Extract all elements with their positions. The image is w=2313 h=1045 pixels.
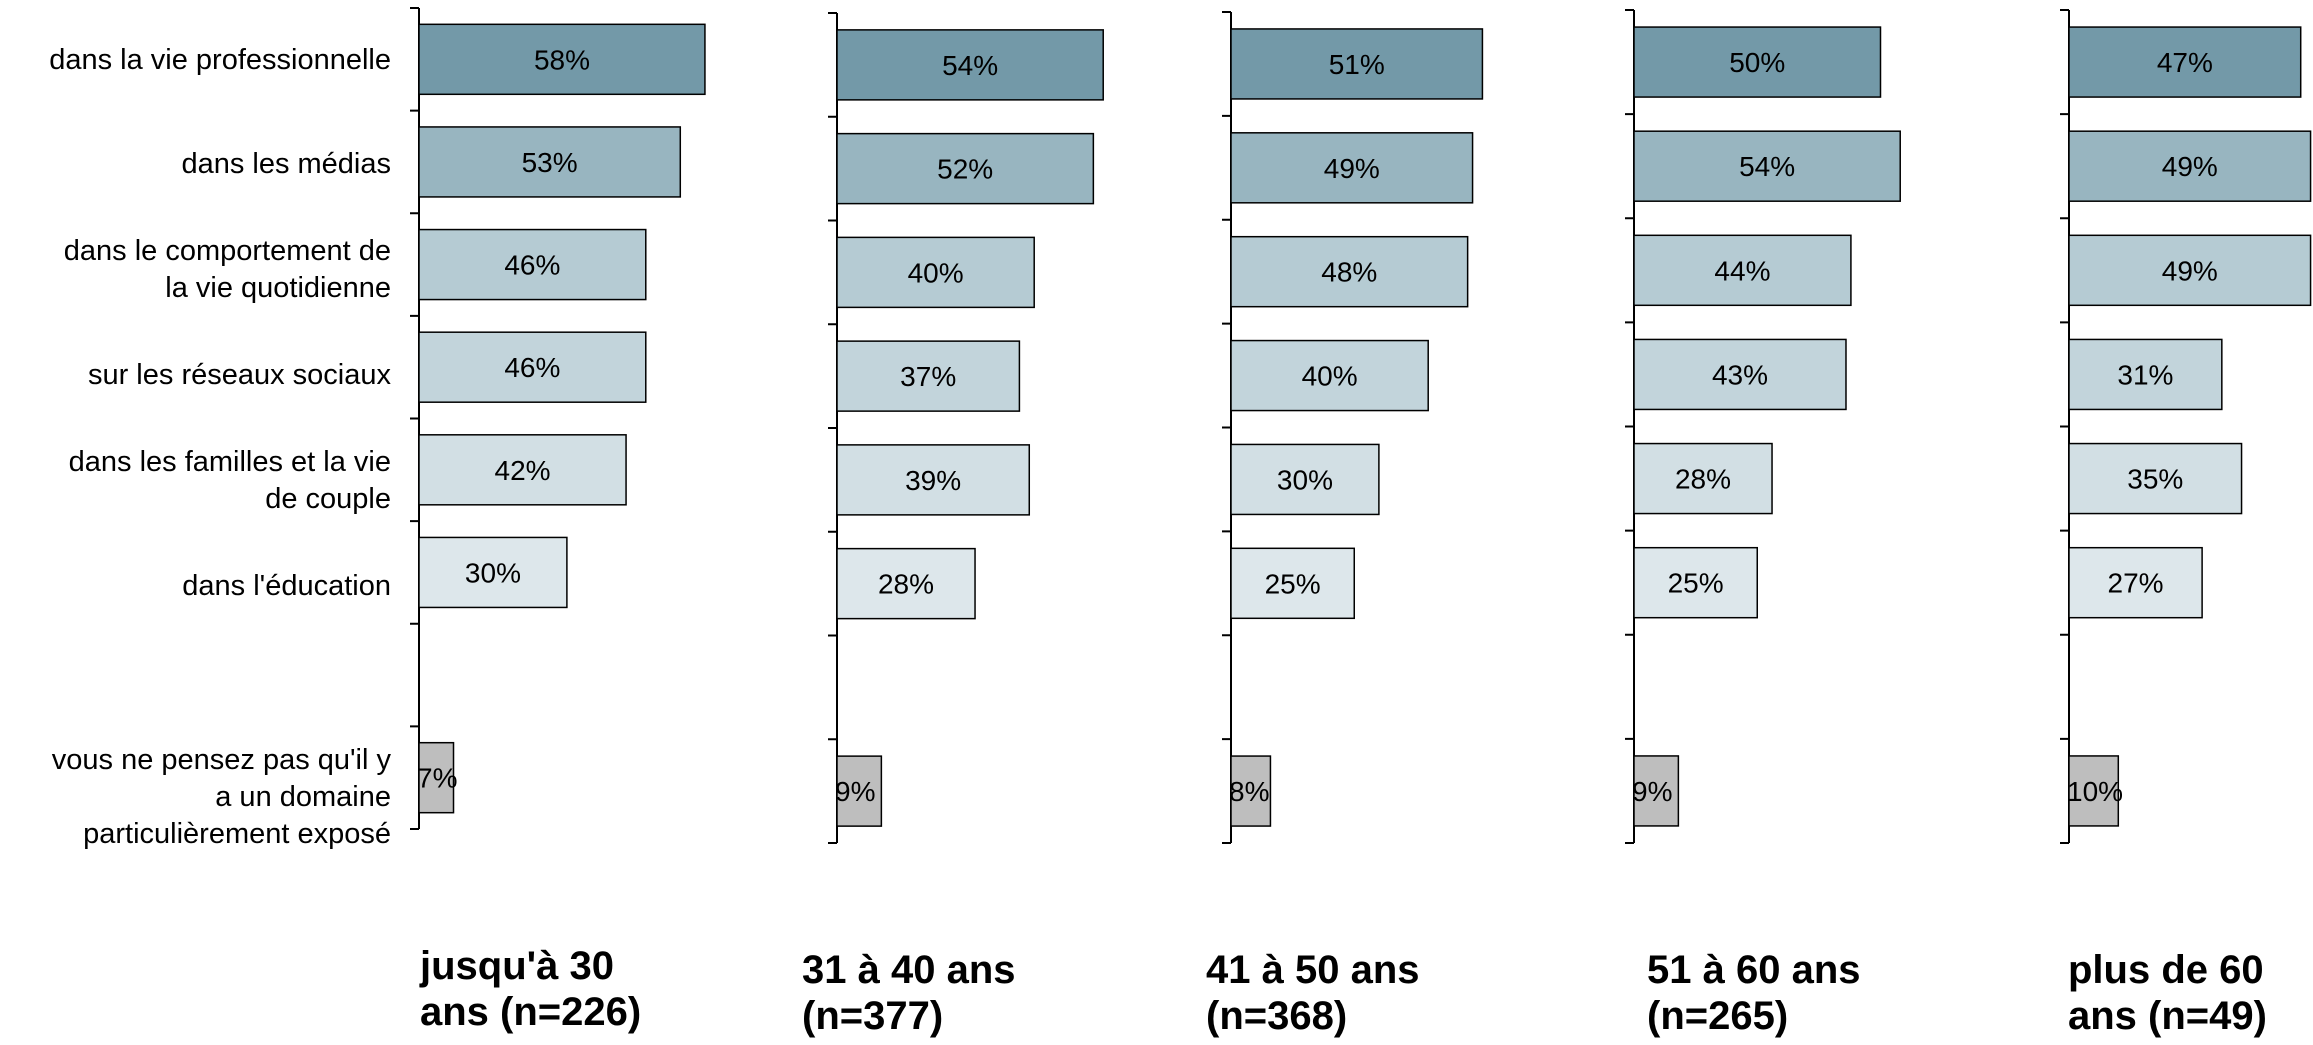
data-label: 28%: [1675, 464, 1731, 495]
category-label-social-networks: sur les réseaux sociaux: [87, 359, 391, 391]
bar: [1230, 235, 1469, 308]
bar: [1230, 755, 1272, 827]
data-label: 58%: [534, 44, 590, 75]
data-label: 49%: [2162, 151, 2218, 182]
data-label: 54%: [1739, 151, 1795, 182]
bar: [836, 132, 1095, 205]
bar: [418, 741, 455, 814]
bar: [1633, 130, 1901, 202]
bar: [1633, 234, 1852, 307]
data-label: 39%: [905, 465, 961, 496]
data-label: 49%: [2162, 255, 2218, 286]
bar: [2068, 234, 2312, 307]
data-label: 31%: [2117, 359, 2173, 390]
bar: [2068, 130, 2312, 202]
category-label-media: dans les médias: [181, 148, 391, 180]
data-label: 53%: [522, 147, 578, 178]
bar: [418, 126, 682, 198]
category-label-family: dans les familles et la vie de couple: [68, 446, 391, 515]
bar: [1633, 755, 1680, 827]
bar: [836, 755, 883, 827]
bar: [1230, 339, 1429, 412]
data-label: 46%: [504, 352, 560, 383]
bar: [1230, 132, 1474, 204]
panel-title-over-60: plus de 60 ans (n=49): [2068, 948, 2267, 1038]
bar: [836, 340, 1021, 412]
data-label: 7%: [417, 763, 457, 794]
bar: [418, 331, 647, 403]
data-label: 27%: [2108, 568, 2164, 599]
bar: [836, 547, 976, 620]
bar: [836, 29, 1104, 101]
category-label-professional: dans la vie professionnelle: [49, 44, 391, 76]
bar: [1230, 443, 1380, 516]
bar: [1633, 442, 1773, 515]
bar: [1633, 338, 1847, 411]
bar: [2068, 338, 2223, 411]
category-label-none: vous ne pensez pas qu'il y a un domaine …: [51, 744, 391, 850]
panel-title-51-60: 51 à 60 ans (n=265): [1647, 948, 1861, 1038]
data-label: 9%: [835, 776, 875, 807]
data-label: 9%: [1632, 776, 1672, 807]
bar: [418, 536, 568, 609]
data-label: 44%: [1714, 255, 1770, 286]
bar: [418, 228, 647, 301]
data-label: 40%: [908, 257, 964, 288]
panel-title-31-40: 31 à 40 ans (n=377): [802, 948, 1016, 1038]
data-label: 25%: [1668, 568, 1724, 599]
data-label: 42%: [495, 455, 551, 486]
bar: [1633, 546, 1758, 619]
data-label: 51%: [1329, 49, 1385, 80]
data-label: 46%: [504, 250, 560, 281]
bar: [836, 444, 1031, 516]
category-label-daily-life: dans le comportement de la vie quotidien…: [63, 235, 391, 304]
data-label: 30%: [1277, 464, 1333, 495]
bar: [418, 434, 627, 506]
bar: [836, 236, 1035, 309]
bar: [2068, 442, 2243, 515]
bar: [1230, 547, 1355, 620]
data-label: 50%: [1729, 47, 1785, 78]
data-label: 25%: [1265, 568, 1321, 599]
data-label: 10%: [2067, 776, 2123, 807]
bar: [1230, 28, 1484, 100]
category-label-education: dans l'éducation: [182, 570, 391, 602]
data-label: 54%: [942, 50, 998, 81]
data-label: 30%: [465, 557, 521, 588]
data-label: 43%: [1712, 359, 1768, 390]
panel-title-41-50: 41 à 50 ans (n=368): [1206, 948, 1420, 1038]
bar: [2068, 546, 2203, 619]
data-label: 35%: [2127, 464, 2183, 495]
data-label: 28%: [878, 569, 934, 600]
bar: [2068, 26, 2302, 98]
bar: [1633, 26, 1882, 98]
data-label: 49%: [1324, 153, 1380, 184]
bar: [2068, 755, 2120, 827]
data-label: 48%: [1321, 257, 1377, 288]
data-label: 37%: [900, 361, 956, 392]
panel-title-under-30: jusqu'à 30 ans (n=226): [420, 944, 642, 1034]
data-label: 52%: [937, 154, 993, 185]
data-label: 40%: [1302, 361, 1358, 392]
data-label: 47%: [2157, 47, 2213, 78]
data-label: 8%: [1229, 776, 1269, 807]
bar: [418, 23, 706, 96]
